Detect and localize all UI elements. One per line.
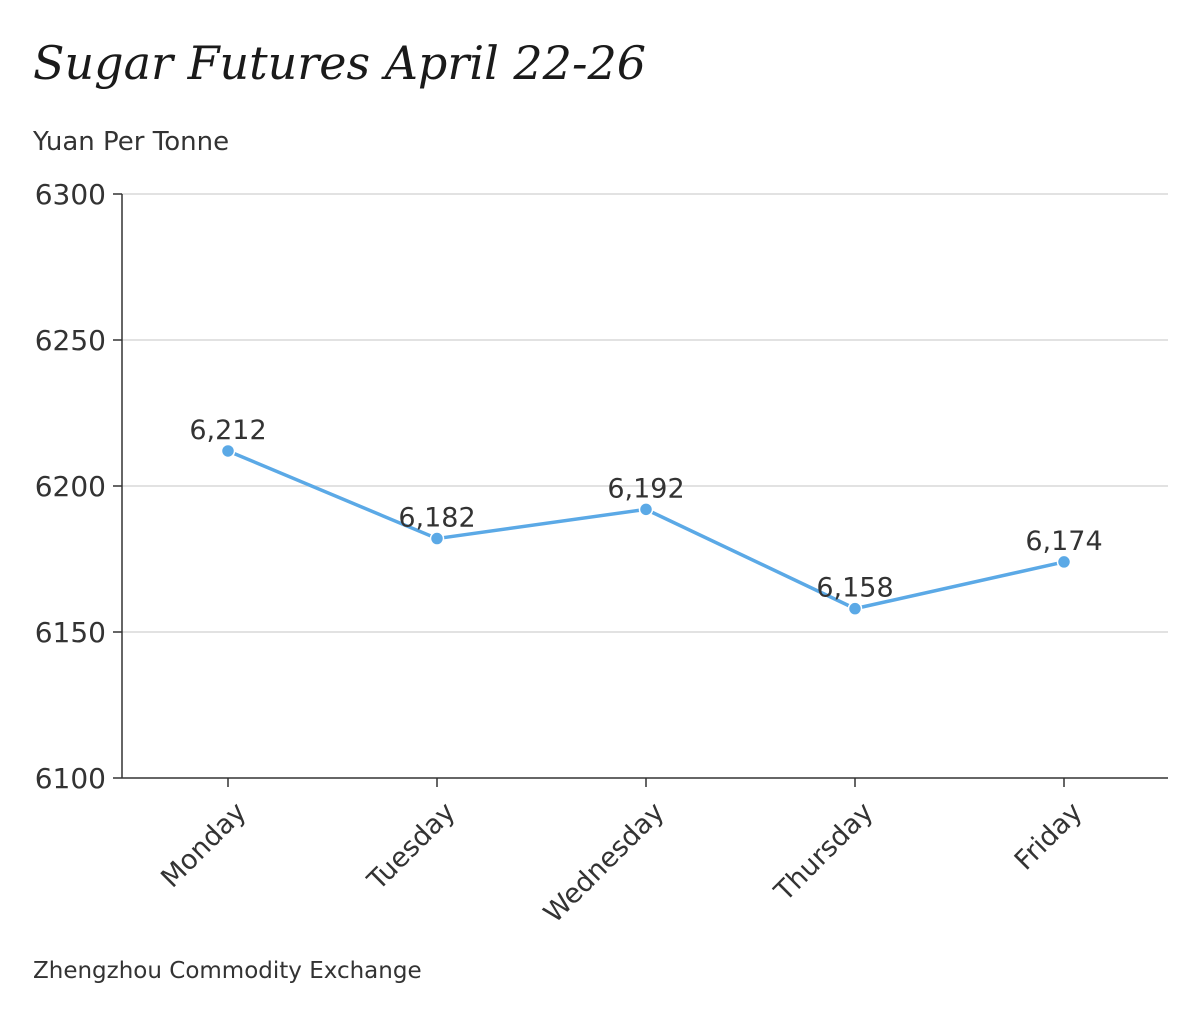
data-point-friday (1056, 554, 1072, 570)
data-point-wednesday (638, 502, 654, 517)
x-tick-labels: Monday Tuesday Wednesday Thursday Friday (155, 797, 1088, 929)
y-axis-label: Yuan Per Tonne (33, 127, 230, 157)
y-tick-label: 6200 (35, 470, 106, 503)
x-tick-label-monday: Monday (155, 797, 252, 894)
y-tick-labels: 6100 6150 6200 6250 6300 (35, 178, 106, 795)
data-label-friday: 6,174 (1025, 526, 1102, 557)
data-label-monday: 6,212 (189, 415, 266, 446)
x-tick-label-thursday: Thursday (768, 797, 879, 908)
source-note: Zhengzhou Commodity Exchange (33, 958, 422, 984)
data-point-thursday (847, 601, 863, 616)
data-point-monday (220, 443, 236, 459)
data-point-tuesday (429, 531, 445, 546)
data-label-tuesday: 6,182 (398, 503, 475, 534)
x-tick-label-wednesday: Wednesday (538, 797, 670, 929)
gridlines (122, 193, 1168, 633)
series (220, 443, 1072, 616)
y-tick-label: 6250 (35, 324, 106, 357)
axes (113, 193, 1168, 787)
data-label-wednesday: 6,192 (607, 473, 684, 504)
y-tick-label: 6300 (35, 178, 106, 211)
y-tick-label: 6100 (35, 762, 106, 795)
data-label-thursday: 6,158 (816, 573, 893, 604)
chart-title: Sugar Futures April 22-26 (33, 36, 647, 90)
y-tick-label: 6150 (35, 616, 106, 649)
data-labels: 6,212 6,182 6,192 6,158 6,174 (189, 415, 1102, 604)
x-tick-label-tuesday: Tuesday (361, 797, 461, 897)
x-tick-label-friday: Friday (1009, 797, 1089, 877)
